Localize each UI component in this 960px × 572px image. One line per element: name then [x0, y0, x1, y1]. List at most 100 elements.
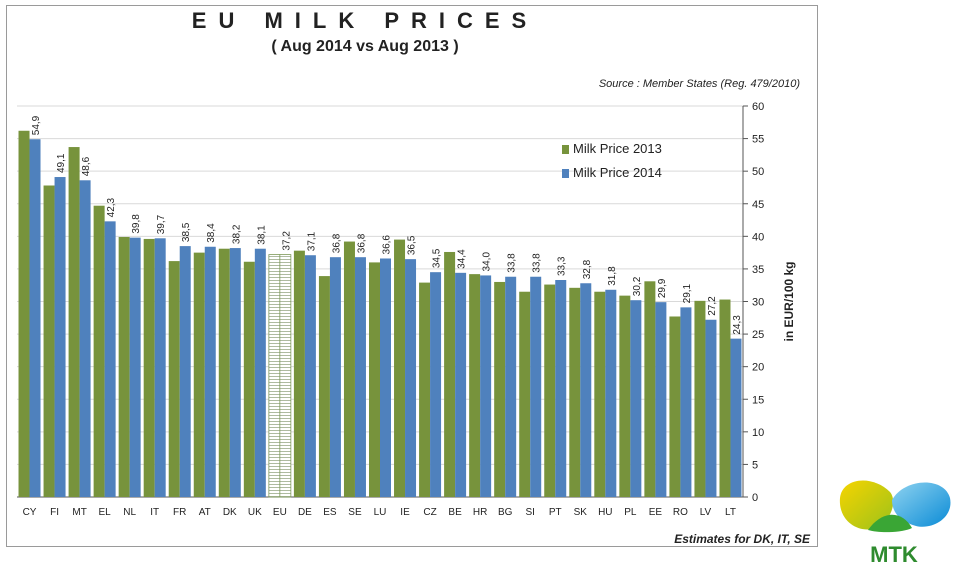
data-label: 36,8: [331, 233, 342, 253]
bar-2013: [594, 291, 606, 497]
bar-2014: [129, 237, 141, 498]
bar-2013: [569, 287, 581, 497]
x-tick-label: DE: [298, 507, 312, 518]
legend-swatch: [562, 145, 569, 154]
bar-2014: [204, 246, 216, 497]
bar-2013: [193, 252, 205, 497]
legend-swatch: [562, 169, 569, 178]
data-label: 31,8: [607, 266, 618, 286]
bar-2014: [279, 254, 292, 498]
bar-2014: [655, 302, 667, 497]
y-tick-label: 15: [752, 394, 764, 406]
bar-2014: [680, 307, 692, 497]
x-tick-label: SK: [574, 507, 588, 518]
bar-2013: [619, 295, 631, 497]
bar-2013: [118, 236, 130, 498]
bar-2014: [530, 276, 542, 497]
bar-2014: [179, 246, 191, 497]
chart-title: EU MILK PRICES: [191, 8, 539, 33]
data-label: 39,7: [156, 214, 167, 234]
bar-2013: [243, 261, 255, 497]
bar-2014: [430, 272, 442, 497]
x-tick-label: LU: [374, 507, 387, 518]
x-tick-label: BE: [448, 507, 462, 518]
data-label: 36,8: [356, 233, 367, 253]
data-label: 24,3: [732, 315, 743, 335]
x-tick-label: RO: [673, 507, 688, 518]
bar-2014: [354, 257, 366, 497]
chart-subtitle: ( Aug 2014 vs Aug 2013 ): [271, 38, 459, 55]
data-label: 37,2: [281, 231, 292, 251]
x-tick-label: PT: [549, 507, 562, 518]
estimates-note: Estimates for DK, IT, SE: [674, 532, 810, 546]
x-tick-label: FR: [173, 507, 186, 518]
data-label: 48,6: [81, 156, 92, 176]
bar-2014: [405, 259, 417, 497]
bar-2014: [104, 221, 116, 497]
x-tick-label: BG: [498, 507, 513, 518]
x-tick-label: ES: [323, 507, 337, 518]
bar-2014: [254, 248, 266, 497]
data-label: 37,1: [306, 231, 317, 251]
bar-2013: [369, 262, 380, 497]
y-tick-label: 10: [752, 427, 764, 439]
bar-2014: [455, 272, 467, 497]
data-label: 34,0: [482, 252, 493, 272]
source-note: Source : Member States (Reg. 479/2010): [598, 78, 800, 90]
y-tick-label: 20: [752, 362, 764, 374]
bar-2013: [168, 261, 180, 497]
data-label: 33,8: [532, 253, 543, 273]
data-label: 32,8: [582, 259, 593, 279]
data-label: 34,4: [457, 249, 468, 269]
x-tick-label: SI: [525, 507, 534, 518]
bar-2013: [394, 239, 406, 497]
bar-2014: [380, 258, 391, 497]
x-tick-label: DK: [223, 507, 237, 518]
bar-2013: [268, 254, 281, 498]
bar-2013: [43, 185, 55, 497]
bar-2014: [505, 276, 517, 497]
bar-2014: [329, 257, 341, 497]
x-tick-label: CY: [23, 507, 37, 518]
y-tick-label: 0: [752, 492, 758, 504]
bar-2013: [143, 238, 155, 497]
bar-2013: [519, 291, 531, 497]
mtk-logo: MTK: [839, 480, 951, 567]
data-label: 30,2: [632, 276, 643, 296]
bar-2013: [343, 241, 355, 497]
bar-2014: [79, 180, 91, 498]
bar-2014: [29, 139, 41, 498]
bar-2014: [705, 319, 717, 497]
y-tick-label: 40: [752, 231, 764, 243]
bar-2014: [630, 300, 642, 497]
y-tick-label: 30: [752, 297, 764, 309]
bar-2014: [54, 177, 66, 497]
y-tick-label: 45: [752, 199, 764, 211]
x-tick-label: UK: [248, 507, 262, 518]
bar-2013: [419, 282, 431, 497]
bar-2014: [555, 279, 567, 497]
data-label: 36,6: [382, 235, 393, 255]
y-tick-label: 50: [752, 166, 764, 178]
x-tick-label: IT: [150, 507, 159, 518]
bar-2013: [494, 281, 506, 497]
bar-2013: [694, 300, 706, 497]
x-tick-label: SE: [348, 507, 362, 518]
x-tick-label: PL: [624, 507, 637, 518]
bar-2013: [544, 284, 556, 497]
bar-2013: [469, 274, 481, 497]
y-axis-label: in EUR/100 kg: [782, 261, 796, 341]
bar-2014: [480, 275, 492, 497]
data-label: 49,1: [56, 153, 67, 173]
x-tick-label: HU: [598, 507, 612, 518]
bar-2014: [304, 255, 316, 497]
data-label: 54,9: [31, 115, 42, 135]
x-tick-label: EL: [99, 507, 112, 518]
y-tick-label: 60: [752, 101, 764, 113]
x-tick-label: AT: [199, 507, 211, 518]
legend-label: Milk Price 2013: [573, 141, 662, 156]
bar-2013: [93, 205, 105, 497]
x-tick-label: EU: [273, 507, 287, 518]
bar-2013: [318, 276, 330, 497]
